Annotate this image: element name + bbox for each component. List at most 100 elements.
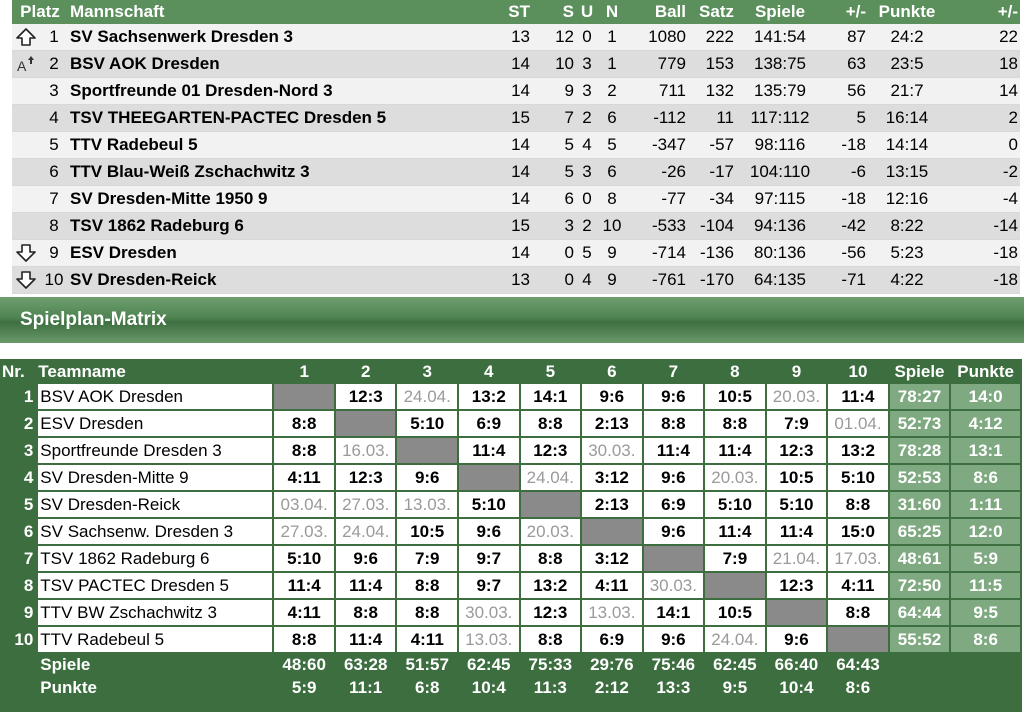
- match-result[interactable]: 7:9: [766, 411, 827, 436]
- matrix-team-name[interactable]: TSV PACTEC Dresden 5: [38, 573, 273, 598]
- match-result[interactable]: 9:6: [582, 384, 642, 409]
- match-result[interactable]: 9:6: [397, 465, 457, 490]
- match-result[interactable]: 11:4: [274, 573, 334, 598]
- match-date[interactable]: 30.03.: [582, 438, 642, 463]
- matrix-team-name[interactable]: TTV Radebeul 5: [38, 627, 273, 652]
- match-result[interactable]: 9:6: [643, 384, 704, 409]
- match-result[interactable]: 5:10: [705, 492, 765, 517]
- standings-row[interactable]: 6 TTV Blau-Weiß Zschachwitz 3 14 5 3 6 -26 -17 1…: [12, 158, 1020, 186]
- match-date[interactable]: 03.04.: [274, 492, 334, 517]
- match-result[interactable]: 11:4: [828, 384, 888, 409]
- header-satz[interactable]: Satz: [688, 0, 736, 24]
- match-date[interactable]: 20.03.: [705, 465, 765, 490]
- header-u[interactable]: U: [576, 0, 598, 24]
- match-result[interactable]: 13:2: [828, 438, 888, 463]
- cell-team[interactable]: TSV THEEGARTEN-PACTEC Dresden 5: [68, 104, 488, 132]
- standings-row[interactable]: 3 Sportfreunde 01 Dresden-Nord 3 14 9 3 2 711 1…: [12, 77, 1020, 105]
- match-result[interactable]: 4:11: [274, 465, 334, 490]
- match-result[interactable]: 2:13: [582, 492, 642, 517]
- match-result[interactable]: 12:3: [520, 438, 581, 463]
- match-result[interactable]: 10:5: [766, 465, 827, 490]
- match-result[interactable]: 12:3: [766, 438, 827, 463]
- cell-team[interactable]: TTV Blau-Weiß Zschachwitz 3: [68, 158, 488, 186]
- cell-team[interactable]: Sportfreunde 01 Dresden-Nord 3: [68, 77, 488, 105]
- match-result[interactable]: 10:5: [705, 600, 765, 625]
- match-result[interactable]: 14:1: [643, 600, 704, 625]
- header-s[interactable]: S: [532, 0, 576, 24]
- match-result[interactable]: 8:8: [274, 438, 334, 463]
- match-result[interactable]: 12:3: [766, 573, 827, 598]
- standings-row[interactable]: 8 TSV 1862 Radeburg 6 15 3 2 10 -533 -104 94:136…: [12, 212, 1020, 240]
- match-result[interactable]: 9:6: [643, 519, 704, 544]
- match-date[interactable]: 17.03.: [828, 546, 888, 571]
- match-result[interactable]: 11:4: [766, 519, 827, 544]
- standings-row[interactable]: 1 SV Sachsenwerk Dresden 3 13 12 0 1 1080 222 14…: [12, 24, 1020, 51]
- match-date[interactable]: 24.04.: [520, 465, 581, 490]
- match-result[interactable]: 11:4: [335, 573, 396, 598]
- match-result[interactable]: 11:4: [643, 438, 704, 463]
- match-result[interactable]: 14:1: [520, 384, 581, 409]
- match-result[interactable]: 9:6: [766, 627, 827, 652]
- matrix-team-name[interactable]: SV Dresden-Mitte 9: [38, 465, 273, 490]
- match-result[interactable]: 8:8: [828, 600, 888, 625]
- cell-team[interactable]: TSV 1862 Radeburg 6: [68, 212, 488, 240]
- cell-team[interactable]: SV Sachsenwerk Dresden 3: [68, 24, 488, 51]
- matrix-team-name[interactable]: Sportfreunde Dresden 3: [38, 438, 273, 463]
- match-result[interactable]: 8:8: [274, 627, 334, 652]
- standings-row[interactable]: 7 SV Dresden-Mitte 1950 9 14 6 0 8 -77 -34 97:11…: [12, 185, 1020, 213]
- match-result[interactable]: 9:6: [643, 627, 704, 652]
- header-punkte[interactable]: Punkte: [868, 0, 946, 24]
- matrix-team-name[interactable]: ESV Dresden: [38, 411, 273, 436]
- cell-team[interactable]: SV Dresden-Reick: [68, 266, 488, 294]
- match-result[interactable]: 9:6: [643, 465, 704, 490]
- header-diff[interactable]: +/-: [824, 0, 868, 24]
- match-result[interactable]: 4:11: [397, 627, 457, 652]
- match-result[interactable]: 5:10: [274, 546, 334, 571]
- match-date[interactable]: 30.03.: [643, 573, 704, 598]
- match-result[interactable]: 13:2: [459, 384, 519, 409]
- match-date[interactable]: 20.03.: [766, 384, 827, 409]
- standings-row[interactable]: 5 TTV Radebeul 5 14 5 4 5 -347 -57 98:116 -18 14:1…: [12, 131, 1020, 159]
- match-date[interactable]: 24.04.: [397, 384, 457, 409]
- cell-team[interactable]: ESV Dresden: [68, 239, 488, 267]
- header-platz[interactable]: Platz: [12, 0, 68, 24]
- matrix-team-name[interactable]: SV Sachsenw. Dresden 3: [38, 519, 273, 544]
- match-date[interactable]: 01.04.: [828, 411, 888, 436]
- match-result[interactable]: 2:13: [582, 411, 642, 436]
- match-result[interactable]: 8:8: [274, 411, 334, 436]
- match-result[interactable]: 12:3: [335, 465, 396, 490]
- match-result[interactable]: 7:9: [705, 546, 765, 571]
- match-result[interactable]: 9:6: [335, 546, 396, 571]
- match-result[interactable]: 8:8: [520, 546, 581, 571]
- match-result[interactable]: 8:8: [397, 573, 457, 598]
- match-result[interactable]: 4:11: [274, 600, 334, 625]
- matrix-team-name[interactable]: TTV BW Zschachwitz 3: [38, 600, 273, 625]
- match-date[interactable]: 27.03.: [335, 492, 396, 517]
- match-result[interactable]: 8:8: [520, 627, 581, 652]
- match-result[interactable]: 13:2: [520, 573, 581, 598]
- matrix-team-name[interactable]: TSV 1862 Radeburg 6: [38, 546, 273, 571]
- match-result[interactable]: 8:8: [397, 600, 457, 625]
- match-result[interactable]: 8:8: [828, 492, 888, 517]
- match-result[interactable]: 8:8: [705, 411, 765, 436]
- match-result[interactable]: 9:7: [459, 573, 519, 598]
- header-mannschaft[interactable]: Mannschaft: [68, 0, 488, 24]
- match-result[interactable]: 8:8: [335, 600, 396, 625]
- match-date[interactable]: 16.03.: [335, 438, 396, 463]
- standings-row[interactable]: 10 SV Dresden-Reick 13 0 4 9 -761 -170 64:135 -71…: [12, 266, 1020, 294]
- cell-team[interactable]: BSV AOK Dresden: [68, 50, 488, 78]
- header-st[interactable]: ST: [488, 0, 532, 24]
- match-result[interactable]: 8:8: [643, 411, 704, 436]
- header-ball[interactable]: Ball: [626, 0, 688, 24]
- match-result[interactable]: 5:10: [459, 492, 519, 517]
- match-result[interactable]: 11:4: [705, 438, 765, 463]
- match-result[interactable]: 12:3: [520, 600, 581, 625]
- match-result[interactable]: 7:9: [397, 546, 457, 571]
- header-points-diff[interactable]: +/-: [946, 0, 1020, 24]
- header-spiele[interactable]: Spiele: [736, 0, 824, 24]
- match-result[interactable]: 9:7: [459, 546, 519, 571]
- match-result[interactable]: 5:10: [828, 465, 888, 490]
- match-date[interactable]: 21.04.: [766, 546, 827, 571]
- match-result[interactable]: 6:9: [643, 492, 704, 517]
- match-result[interactable]: 3:12: [582, 465, 642, 490]
